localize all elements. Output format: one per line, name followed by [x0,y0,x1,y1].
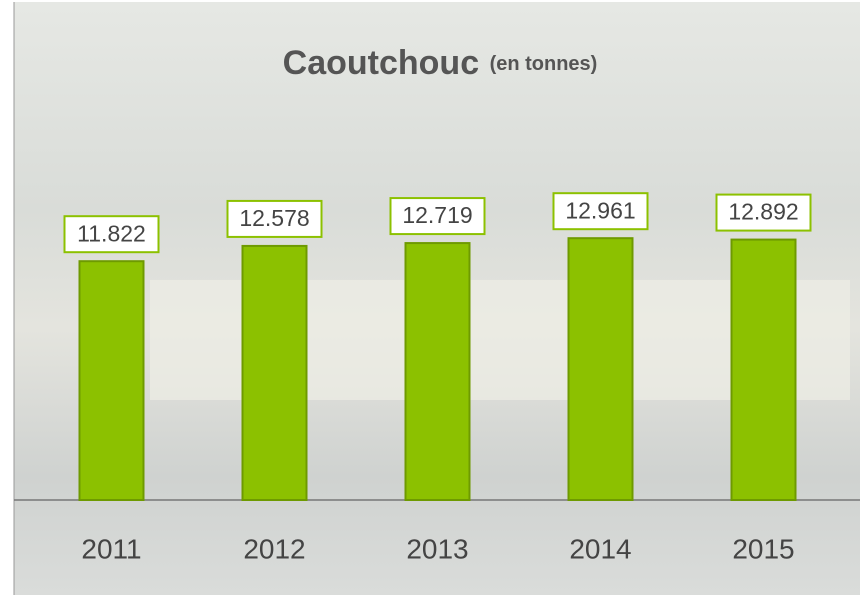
value-label-box [63,215,160,254]
bar [730,238,797,501]
chart-title: Caoutchouc (en tonnes) [283,44,598,82]
x-tick-label: 2013 [406,533,468,564]
x-tick-label: 2012 [243,533,305,564]
value-label: 11.822 [77,220,146,246]
value-label-box [552,192,649,231]
value-label: 12.892 [728,199,798,225]
value-label: 12.961 [565,197,635,223]
value-label: 12.719 [402,202,472,228]
title: Caoutchouc [283,44,479,82]
value-label-box [389,197,486,236]
bar [567,237,634,501]
value-label-box [226,199,323,238]
x-tick-label: 2011 [81,533,141,564]
value-label-box [715,193,812,232]
bar [241,244,308,501]
bar [404,242,471,501]
subtitle: (en tonnes) [490,53,598,75]
bar [78,260,145,501]
value-label: 12.578 [239,205,309,231]
x-tick-label: 2015 [732,533,794,564]
x-tick-label: 2014 [569,533,631,564]
